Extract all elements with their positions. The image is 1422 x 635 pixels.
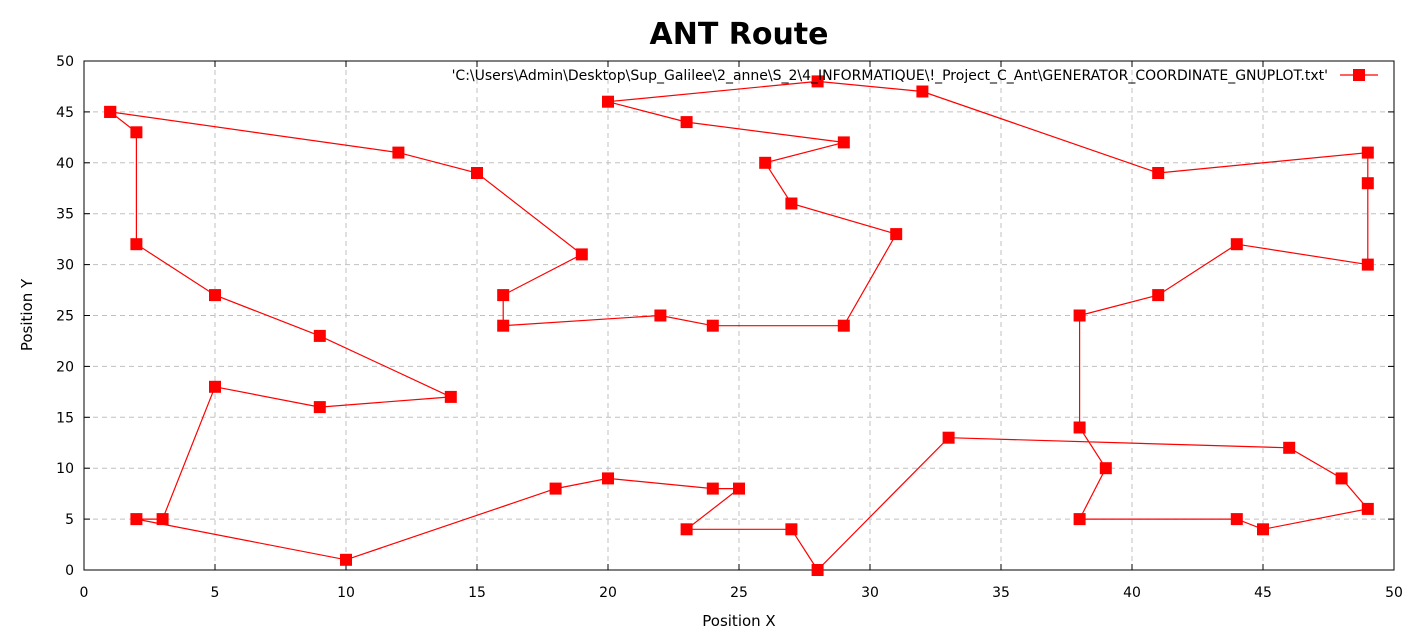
route-point	[209, 380, 221, 393]
route-point	[811, 75, 824, 88]
route-point	[602, 95, 614, 108]
route-point	[1230, 513, 1243, 526]
route-point	[209, 289, 221, 302]
route-point	[575, 248, 588, 261]
y-tick-label: 15	[56, 410, 74, 426]
y-tick-label: 20	[56, 359, 74, 375]
route-point	[942, 431, 955, 444]
route-point	[1361, 146, 1374, 159]
legend-marker	[1353, 69, 1365, 81]
x-tick-label: 40	[1123, 585, 1141, 601]
route-point	[130, 126, 143, 139]
y-tick-label: 45	[56, 105, 74, 121]
route-point	[706, 482, 719, 495]
route-point	[1361, 177, 1374, 190]
y-tick-label: 30	[56, 258, 74, 274]
route-point	[104, 105, 117, 118]
route-point	[130, 238, 143, 251]
route-point	[130, 513, 143, 526]
x-tick-label: 30	[861, 585, 879, 601]
route-point	[706, 319, 719, 332]
route-point	[916, 85, 929, 98]
route-point	[1099, 462, 1112, 475]
route-series	[104, 75, 1374, 576]
route-point	[340, 553, 352, 566]
route-point	[1257, 523, 1269, 536]
route-point	[1361, 502, 1374, 515]
legend: 'C:\Users\Admin\Desktop\Sup_Galilee\2_an…	[452, 68, 1378, 84]
route-point	[1073, 513, 1086, 526]
x-tick-label: 45	[1254, 585, 1272, 601]
route-point	[890, 228, 903, 241]
y-tick-label: 25	[56, 309, 74, 325]
route-point	[1073, 309, 1086, 322]
y-axis-label: Position Y	[18, 278, 36, 351]
route-point	[837, 319, 850, 332]
legend-entry-label: 'C:\Users\Admin\Desktop\Sup_Galilee\2_an…	[452, 68, 1328, 84]
x-axis-label: Position X	[702, 612, 775, 630]
x-tick-label: 35	[992, 585, 1010, 601]
y-tick-label: 35	[56, 207, 74, 223]
route-point	[1230, 238, 1243, 251]
x-tick-label: 10	[337, 585, 355, 601]
x-tick-label: 50	[1385, 585, 1403, 601]
y-tick-label: 0	[65, 563, 74, 579]
axis-ticks: 0 5 10 15 20 25 30 35 40 45 50 0 5 10 15 20 25 30 35 40 45 50	[56, 54, 1403, 601]
x-tick-label: 20	[599, 585, 617, 601]
route-point	[444, 390, 457, 403]
route-point	[785, 523, 798, 536]
route-point	[313, 329, 326, 342]
y-tick-label: 10	[56, 461, 74, 477]
route-point	[1152, 289, 1165, 302]
x-tick-label: 5	[211, 585, 220, 601]
grid	[84, 61, 1394, 570]
route-point	[549, 482, 562, 495]
route-point	[497, 319, 510, 332]
route-point	[785, 197, 798, 210]
route-point	[811, 564, 824, 576]
x-tick-label: 25	[730, 585, 748, 601]
route-point	[1283, 441, 1296, 454]
route-point	[313, 401, 326, 414]
route-point	[471, 167, 483, 179]
route-point	[392, 146, 405, 159]
y-tick-label: 5	[65, 512, 74, 528]
x-tick-label: 15	[468, 585, 486, 601]
route-point	[497, 289, 510, 302]
route-point	[602, 472, 614, 485]
route-point	[759, 156, 772, 169]
x-tick-label: 0	[80, 585, 89, 601]
route-point	[156, 513, 169, 526]
route-point	[680, 116, 693, 129]
route-point	[1073, 421, 1086, 434]
route-point	[733, 482, 745, 495]
route-point	[1335, 472, 1348, 485]
route-point	[680, 523, 693, 536]
route-point	[837, 136, 850, 149]
chart-title: ANT Route	[650, 17, 829, 52]
route-point	[1361, 258, 1374, 271]
route-point	[1152, 167, 1165, 179]
route-point	[654, 309, 667, 322]
y-tick-label: 40	[56, 156, 74, 172]
y-tick-label: 50	[56, 54, 74, 70]
